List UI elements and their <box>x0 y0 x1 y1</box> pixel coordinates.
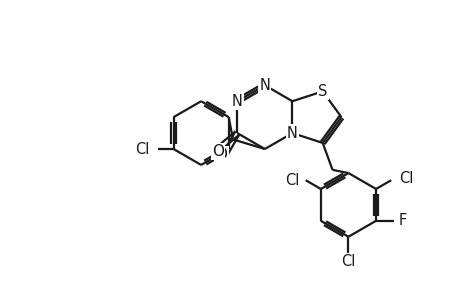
Text: O: O <box>211 144 223 159</box>
Text: N: N <box>286 126 297 141</box>
Text: F: F <box>397 213 406 228</box>
Text: N: N <box>231 94 242 109</box>
Text: Cl: Cl <box>341 254 355 269</box>
Text: N: N <box>286 126 297 141</box>
Text: S: S <box>317 84 327 99</box>
Text: N: N <box>259 78 270 93</box>
Text: Cl: Cl <box>135 142 149 157</box>
Text: Cl: Cl <box>398 171 413 186</box>
Text: O: O <box>215 147 227 162</box>
Text: N: N <box>231 94 242 109</box>
Text: Cl: Cl <box>285 173 299 188</box>
Text: N: N <box>259 78 270 93</box>
Text: S: S <box>317 84 327 99</box>
